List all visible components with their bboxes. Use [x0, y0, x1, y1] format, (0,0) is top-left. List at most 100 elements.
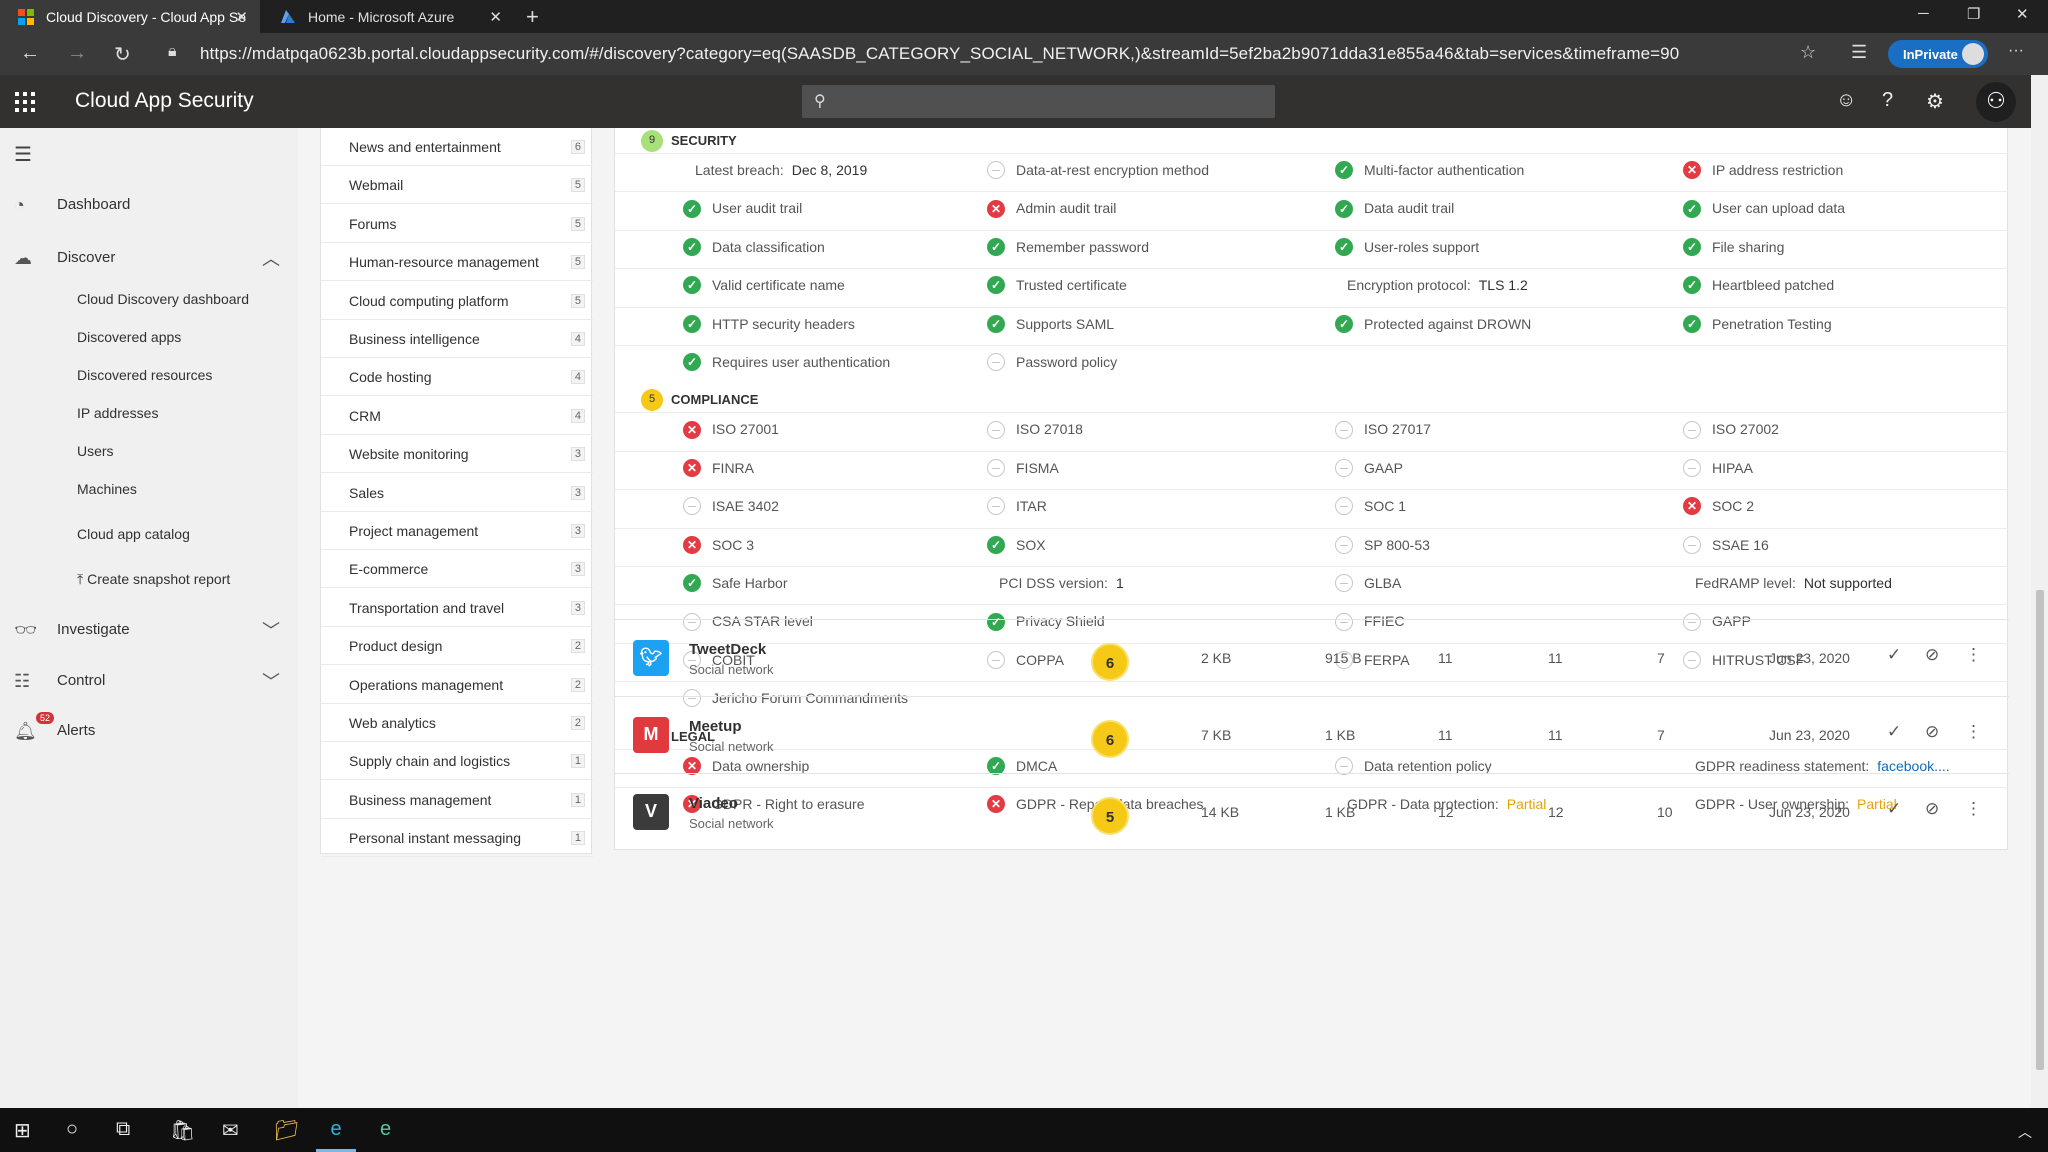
minimize-icon[interactable]: ─ — [1918, 5, 1929, 22]
sidebar-subitem-ip-addresses[interactable]: IP addresses — [77, 405, 159, 421]
unsanction-block-icon[interactable]: ⊘ — [1925, 645, 1940, 664]
more-actions-icon[interactable]: ⋮ — [1965, 799, 1982, 818]
store-icon[interactable]: 🛍︎ — [170, 1120, 196, 1142]
category-item[interactable]: Project management 3 — [321, 512, 593, 550]
category-item[interactable]: Forums 5 — [321, 205, 593, 243]
sidebar-subitem-machines[interactable]: Machines — [77, 481, 137, 497]
sidebar-subitem-create-snapshot-report[interactable]: ⤒ Create snapshot report — [77, 571, 230, 588]
page-scrollbar[interactable] — [2031, 75, 2048, 1108]
feedback-smiley-icon[interactable]: ☺ — [1836, 89, 1857, 111]
back-icon[interactable]: ← — [20, 42, 40, 64]
dash-circle-icon: – — [683, 651, 701, 670]
category-item[interactable]: Personal instant messaging 1 — [321, 819, 593, 858]
security-item: ✓ Valid certificate name — [683, 276, 845, 295]
dash-circle-icon: – — [1335, 535, 1353, 554]
more-menu-icon[interactable]: ··· — [2008, 42, 2024, 59]
category-item[interactable]: CRM 4 — [321, 397, 593, 435]
unsanction-block-icon[interactable]: ⊘ — [1925, 799, 1940, 818]
section-score: 5 — [641, 389, 663, 412]
more-actions-icon[interactable]: ⋮ — [1965, 645, 1982, 664]
item-label: GAPP — [1712, 613, 1751, 630]
category-item[interactable]: Web analytics 2 — [321, 704, 593, 742]
app-name[interactable]: Viadeo — [689, 795, 738, 812]
category-item[interactable]: Website monitoring 3 — [321, 435, 593, 474]
app-row[interactable]: 🐦︎ TweetDeck Social network 6 2 KB 915 B 11 11 7… — [615, 619, 2009, 696]
browser-tab-azure[interactable]: Home - Microsoft Azure ✕ — [262, 0, 514, 33]
category-item[interactable]: Product design 2 — [321, 627, 593, 666]
category-item[interactable]: News and entertainment 6 — [321, 128, 593, 166]
category-item[interactable]: Supply chain and logistics 1 — [321, 742, 593, 781]
windows-start-icon[interactable]: ⊞ — [14, 1120, 31, 1142]
app-row[interactable]: V Viadeo Social network 5 14 KB 1 KB 12 12 10 Jun… — [615, 773, 2009, 850]
edge-beta-icon[interactable]: e — [380, 1118, 392, 1140]
close-window-icon[interactable]: ✕ — [2016, 6, 2029, 23]
forward-icon[interactable]: → — [67, 42, 87, 64]
browser-tab-cloud-discovery[interactable]: Cloud Discovery - Cloud App Se ✕ — [0, 0, 260, 33]
category-count: 3 — [570, 562, 585, 577]
category-item[interactable]: Operations management 2 — [321, 666, 593, 704]
category-item[interactable]: Code hosting 4 — [321, 358, 593, 397]
new-tab-icon[interactable]: + — [526, 4, 539, 29]
azure-logo-icon — [281, 9, 295, 23]
compliance-item: ✓ Privacy Shield — [987, 612, 1105, 631]
sanction-check-icon[interactable]: ✓ — [1887, 645, 1902, 664]
favorites-list-icon[interactable]: ☰ — [1851, 42, 1868, 62]
category-name: Web analytics — [349, 715, 436, 731]
item-label: GDPR readiness statement: — [1695, 757, 1870, 774]
close-tab-icon[interactable]: ✕ — [489, 9, 502, 26]
sidebar-subitem-discovered-apps[interactable]: Discovered apps — [77, 329, 182, 345]
category-name: Supply chain and logistics — [349, 753, 511, 770]
category-item[interactable]: Webmail 5 — [321, 166, 593, 205]
sidebar-subitem-users[interactable]: Users — [77, 443, 114, 459]
inprivate-badge[interactable]: InPrivate — [1888, 40, 1988, 68]
restore-icon[interactable]: ❐ — [1967, 6, 1981, 23]
search-icon: ⚲ — [814, 93, 826, 110]
task-view-icon[interactable]: ⧉ — [116, 1118, 131, 1140]
item-label: Safe Harbor — [712, 575, 788, 591]
more-actions-icon[interactable]: ⋮ — [1965, 722, 1982, 741]
sidebar-item-label: Alerts — [57, 722, 96, 739]
dash-circle-icon: – — [987, 651, 1005, 670]
check-circle-icon: ✓ — [683, 574, 701, 593]
category-item[interactable]: Sales 3 — [321, 474, 593, 512]
url-field[interactable]: https://mdatpqa0623b.portal.cloudappsecu… — [200, 44, 1680, 63]
sanction-check-icon[interactable]: ✓ — [1887, 799, 1902, 818]
check-circle-icon: ✓ — [1683, 238, 1701, 257]
app-name[interactable]: TweetDeck — [689, 641, 767, 658]
scrollbar-thumb[interactable] — [2036, 590, 2044, 1070]
search-input[interactable]: ⚲ — [802, 85, 1275, 118]
x-circle-icon: ✕ — [683, 795, 701, 814]
security-item: ✓ Supports SAML — [987, 314, 1114, 334]
item-value-link[interactable]: facebook.... — [1877, 757, 1950, 774]
refresh-icon[interactable]: ↻ — [114, 44, 131, 66]
tray-chevron-icon[interactable]: ︿ — [2018, 1124, 2032, 1140]
sidebar-subitem-discovered-resources[interactable]: Discovered resources — [77, 367, 213, 383]
sidebar-subitem-cloud-discovery-dashboard[interactable]: Cloud Discovery dashboard — [77, 291, 249, 307]
edge-browser-icon[interactable]: e — [316, 1108, 356, 1152]
sanction-check-icon[interactable]: ✓ — [1887, 722, 1902, 741]
file-explorer-icon[interactable]: 📁︎ — [274, 1120, 300, 1142]
hamburger-menu-icon[interactable]: ☰ — [14, 144, 32, 166]
category-item[interactable]: E-commerce 3 — [321, 550, 593, 589]
search-circle-icon[interactable]: ○ — [66, 1118, 79, 1140]
row-divider — [615, 229, 2009, 231]
mail-icon[interactable]: ✉ — [222, 1120, 239, 1142]
close-tab-icon[interactable]: ✕ — [235, 9, 248, 26]
sidebar-subitem-cloud-app-catalog[interactable]: Cloud app catalog — [77, 526, 190, 542]
app-launcher-icon[interactable] — [15, 92, 35, 112]
help-icon[interactable]: ? — [1882, 89, 1894, 111]
category-item[interactable]: Business intelligence 4 — [321, 320, 593, 358]
account-avatar[interactable]: ⚇ — [1976, 82, 2016, 122]
windows-taskbar: ⊞ ○ ⧉ 🛍︎ ✉ 📁︎ e e ︿ — [0, 1108, 2048, 1152]
category-item[interactable]: Human-resource management 5 — [321, 243, 593, 282]
item-label: Valid certificate name — [712, 277, 845, 294]
category-item[interactable]: Transportation and travel 3 — [321, 589, 593, 627]
app-name[interactable]: Meetup — [689, 718, 742, 735]
category-item[interactable]: Cloud computing platform 5 — [321, 282, 593, 320]
dash-circle-icon: – — [987, 353, 1005, 372]
category-item[interactable]: Business management 1 — [321, 781, 593, 819]
favorite-star-icon[interactable]: ☆ — [1800, 42, 1817, 62]
settings-gear-icon[interactable]: ⚙ — [1926, 91, 1944, 113]
unsanction-block-icon[interactable]: ⊘ — [1925, 722, 1940, 741]
app-row[interactable]: M Meetup Social network 6 7 KB 1 KB 11 11 7 Jun 2… — [615, 696, 2009, 773]
